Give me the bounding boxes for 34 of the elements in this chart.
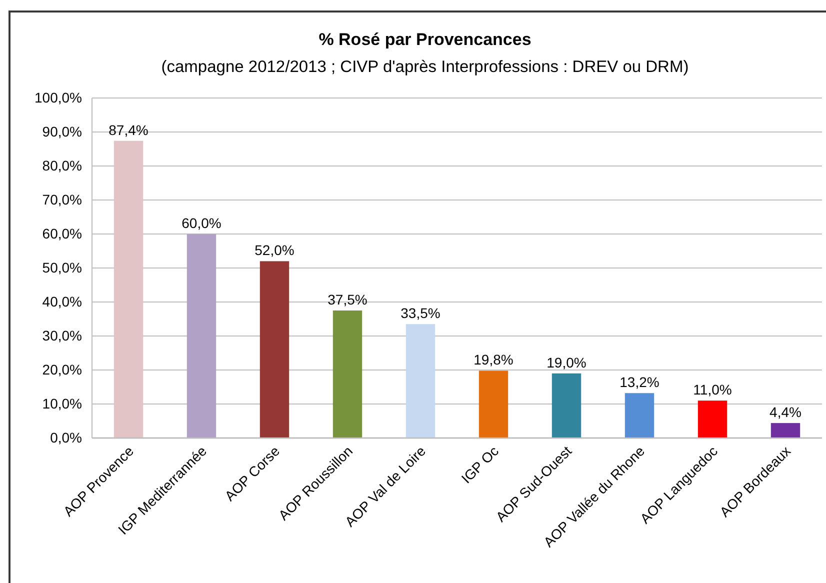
- y-tick-label: 10,0%: [42, 395, 82, 412]
- chart-subtitle: (campagne 2012/2013 ; CIVP d'après Interprofessions : DREV ou DRM): [161, 58, 689, 76]
- y-tick-label: 20,0%: [42, 361, 82, 378]
- y-tick-label: 60,0%: [42, 225, 82, 242]
- y-tick-label: 40,0%: [42, 293, 82, 310]
- bar: [624, 393, 654, 438]
- y-tick-label: 80,0%: [42, 157, 82, 174]
- bar: [332, 310, 362, 438]
- data-label: 13,2%: [620, 374, 660, 390]
- y-tick-label: 70,0%: [42, 191, 82, 208]
- bar: [260, 261, 290, 438]
- bar: [114, 140, 144, 438]
- bar: [770, 423, 800, 438]
- data-label: 11,0%: [693, 382, 732, 398]
- y-tick-label: 30,0%: [42, 327, 82, 344]
- x-tick-label: IGP Oc: [458, 442, 502, 486]
- data-label: 60,0%: [182, 215, 222, 231]
- bar: [698, 400, 728, 438]
- bar: [406, 324, 436, 438]
- data-label: 37,5%: [328, 292, 368, 308]
- data-label: 52,0%: [254, 242, 294, 258]
- data-label: 4,4%: [770, 404, 802, 420]
- y-tick-label: 0,0%: [50, 429, 82, 446]
- y-tick-label: 90,0%: [42, 123, 82, 140]
- y-tick-label: 50,0%: [42, 259, 82, 276]
- data-label: 33,5%: [400, 305, 440, 322]
- bar: [478, 370, 508, 438]
- data-label: 87,4%: [108, 122, 148, 138]
- chart-title: % Rosé par Provencances: [318, 30, 532, 49]
- bar: [552, 373, 582, 438]
- y-tick-label: 100,0%: [34, 89, 82, 106]
- bar: [186, 234, 216, 438]
- data-label: 19,8%: [474, 352, 514, 368]
- data-label: 19,0%: [546, 354, 586, 370]
